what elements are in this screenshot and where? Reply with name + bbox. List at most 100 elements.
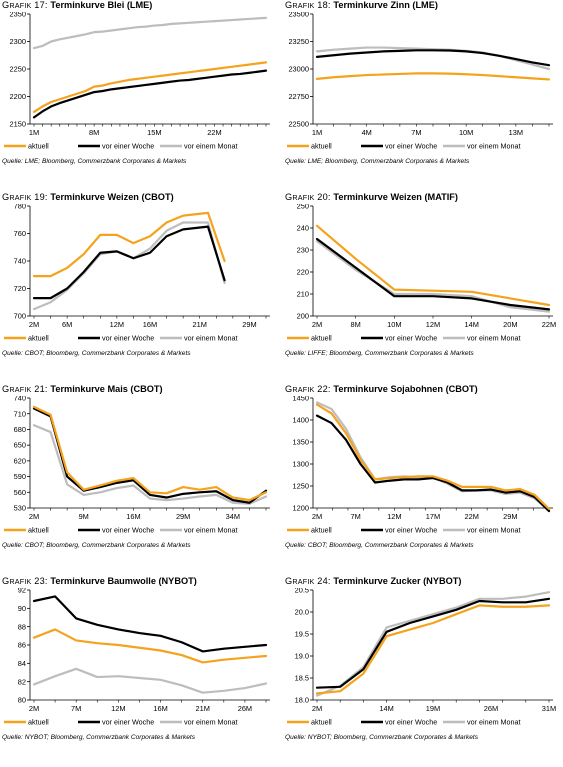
chart-title: GRAFIK 23: Terminkurve Baumwolle (NYBOT) <box>2 576 197 586</box>
x-tick-label: 8M <box>89 128 99 137</box>
x-tick-label: 21M <box>193 320 207 329</box>
chart-title: GRAFIK 20: Terminkurve Weizen (MATIF) <box>285 192 458 202</box>
series-line-vor-einem-monat <box>32 16 268 50</box>
y-tick-label: 84 <box>18 659 26 668</box>
y-tick-label: 200 <box>297 312 309 321</box>
chart-source: Quelle: LME; Bloomberg, Commerzbank Corp… <box>2 158 187 165</box>
y-tick-label: 23500 <box>288 12 309 19</box>
x-tick-label: 19M <box>426 704 440 713</box>
y-tick-label: 210 <box>297 290 309 299</box>
x-tick-label: 7M <box>411 128 421 137</box>
legend-label: vor einem Monat <box>184 718 238 727</box>
chart-panel-20: GRAFIK 20: Terminkurve Weizen (MATIF) 200… <box>283 192 563 383</box>
series-line-vor-einem-monat <box>315 591 551 697</box>
x-tick-label: 22M <box>207 128 221 137</box>
series-line-aktuell <box>32 405 268 502</box>
chart-title-text: Terminkurve Zucker (NYBOT) <box>333 576 462 586</box>
x-tick-label: 22M <box>464 512 478 521</box>
x-tick-label: 8M <box>351 320 361 329</box>
x-tick-label: 16M <box>143 320 157 329</box>
x-tick-label: 6M <box>62 320 72 329</box>
x-tick-label: 13M <box>509 128 523 137</box>
series-line-vor-einer-woche <box>32 69 268 119</box>
y-tick-label: 19.0 <box>295 652 309 661</box>
y-tick-label: 1200 <box>293 504 309 513</box>
legend-label: vor einer Woche <box>385 142 437 151</box>
y-tick-label: 780 <box>14 204 26 211</box>
y-tick-label: 560 <box>14 488 26 497</box>
y-tick-label: 2250 <box>10 65 26 74</box>
series-line-aktuell <box>315 403 551 510</box>
chart-prefix: GRAFIK 21: <box>2 384 51 394</box>
x-tick-label: 29M <box>503 512 517 521</box>
legend-label: aktuell <box>28 142 49 151</box>
x-tick-label: 17M <box>426 512 440 521</box>
x-tick-label: 16M <box>153 704 167 713</box>
x-tick-label: 12M <box>111 704 125 713</box>
x-tick-label: 20M <box>503 320 517 329</box>
series-line-vor-einer-woche <box>315 414 551 513</box>
x-tick-label: 34M <box>226 512 240 521</box>
chart-panel-19: GRAFIK 19: Terminkurve Weizen (CBOT) 700 7… <box>0 192 281 383</box>
chart-title: GRAFIK 22: Terminkurve Sojabohnen (CBOT) <box>285 384 478 394</box>
series-line-vor-einem-monat <box>32 667 268 694</box>
x-tick-label: 22M <box>542 320 556 329</box>
chart-title-text: Terminkurve Sojabohnen (CBOT) <box>333 384 478 394</box>
y-tick-label: 1350 <box>293 438 309 447</box>
legend-label: vor einem Monat <box>184 526 238 535</box>
y-tick-label: 23250 <box>288 37 309 46</box>
x-tick-label: 12M <box>387 512 401 521</box>
series-line-aktuell <box>32 628 268 664</box>
legend-label: vor einer Woche <box>385 526 437 535</box>
series-line-vor-einer-woche <box>315 237 551 311</box>
x-tick-label: 26M <box>238 704 252 713</box>
legend-label: vor einem Monat <box>467 334 521 343</box>
chart-source: Quelle: NYBOT; Bloomberg, Commerzbank Co… <box>285 734 478 741</box>
chart-title-text: Terminkurve Blei (LME) <box>50 0 153 10</box>
legend-label: vor einer Woche <box>385 334 437 343</box>
chart-prefix: GRAFIK 17: <box>2 0 51 10</box>
series-line-vor-einer-woche <box>315 597 551 689</box>
series-line-vor-einer-woche <box>315 49 551 67</box>
chart-prefix: GRAFIK 20: <box>285 192 334 202</box>
chart-panel-17: GRAFIK 17: Terminkurve Blei (LME) 2150 220… <box>0 0 281 191</box>
line-chart: 200 210 220 230 240 250 2M 8M 10M 12M 14M 20M 22M akt… <box>287 204 556 343</box>
y-tick-label: 20.5 <box>295 588 309 595</box>
legend-label: vor einem Monat <box>184 334 238 343</box>
y-tick-label: 530 <box>14 504 26 513</box>
y-tick-label: 720 <box>14 284 26 293</box>
chart-source: Quelle: CBOT; Bloomberg, Commerzbank Cor… <box>285 542 474 549</box>
x-tick-label: 26M <box>484 704 498 713</box>
chart-source: Quelle: LIFFE; Bloomberg, Commerzbank Co… <box>285 350 474 357</box>
x-tick-label: 2M <box>312 320 322 329</box>
x-tick-label: 15M <box>147 128 161 137</box>
y-tick-label: 90 <box>18 604 26 613</box>
legend-label: vor einer Woche <box>102 718 154 727</box>
legend-label: vor einem Monat <box>467 526 521 535</box>
y-tick-label: 19.5 <box>295 630 309 639</box>
series-line-aktuell <box>315 224 551 307</box>
y-tick-label: 1400 <box>293 416 309 425</box>
x-tick-label: 12M <box>426 320 440 329</box>
x-tick-label: 16M <box>126 512 140 521</box>
chart-title-text: Terminkurve Weizen (MATIF) <box>333 192 458 202</box>
series-line-vor-einer-woche <box>32 407 268 504</box>
x-tick-label: 7M <box>351 512 361 521</box>
x-tick-label: 1M <box>312 128 322 137</box>
x-tick-label: 14M <box>379 704 393 713</box>
legend-label: aktuell <box>28 718 49 727</box>
chart-panel-18: GRAFIK 18: Terminkurve Zinn (LME) 22500 22… <box>283 0 563 191</box>
series-line-aktuell <box>315 72 551 81</box>
y-tick-label: 20.0 <box>295 608 309 617</box>
y-tick-label: 230 <box>297 246 309 255</box>
chart-title-text: Terminkurve Zinn (LME) <box>333 0 438 10</box>
chart-title: GRAFIK 21: Terminkurve Mais (CBOT) <box>2 384 163 394</box>
y-tick-label: 220 <box>297 268 309 277</box>
line-chart: 530 560 590 620 650 680 710 740 2M 9M 16M 29M 34M akt… <box>4 396 270 535</box>
y-tick-label: 92 <box>18 588 26 595</box>
chart-source: Quelle: CBOT; Bloomberg, Commerzbank Cor… <box>2 542 191 549</box>
y-tick-label: 250 <box>297 204 309 211</box>
series-line-vor-einem-monat <box>32 424 268 505</box>
y-tick-label: 2150 <box>10 120 26 129</box>
x-tick-label: 2M <box>29 512 39 521</box>
